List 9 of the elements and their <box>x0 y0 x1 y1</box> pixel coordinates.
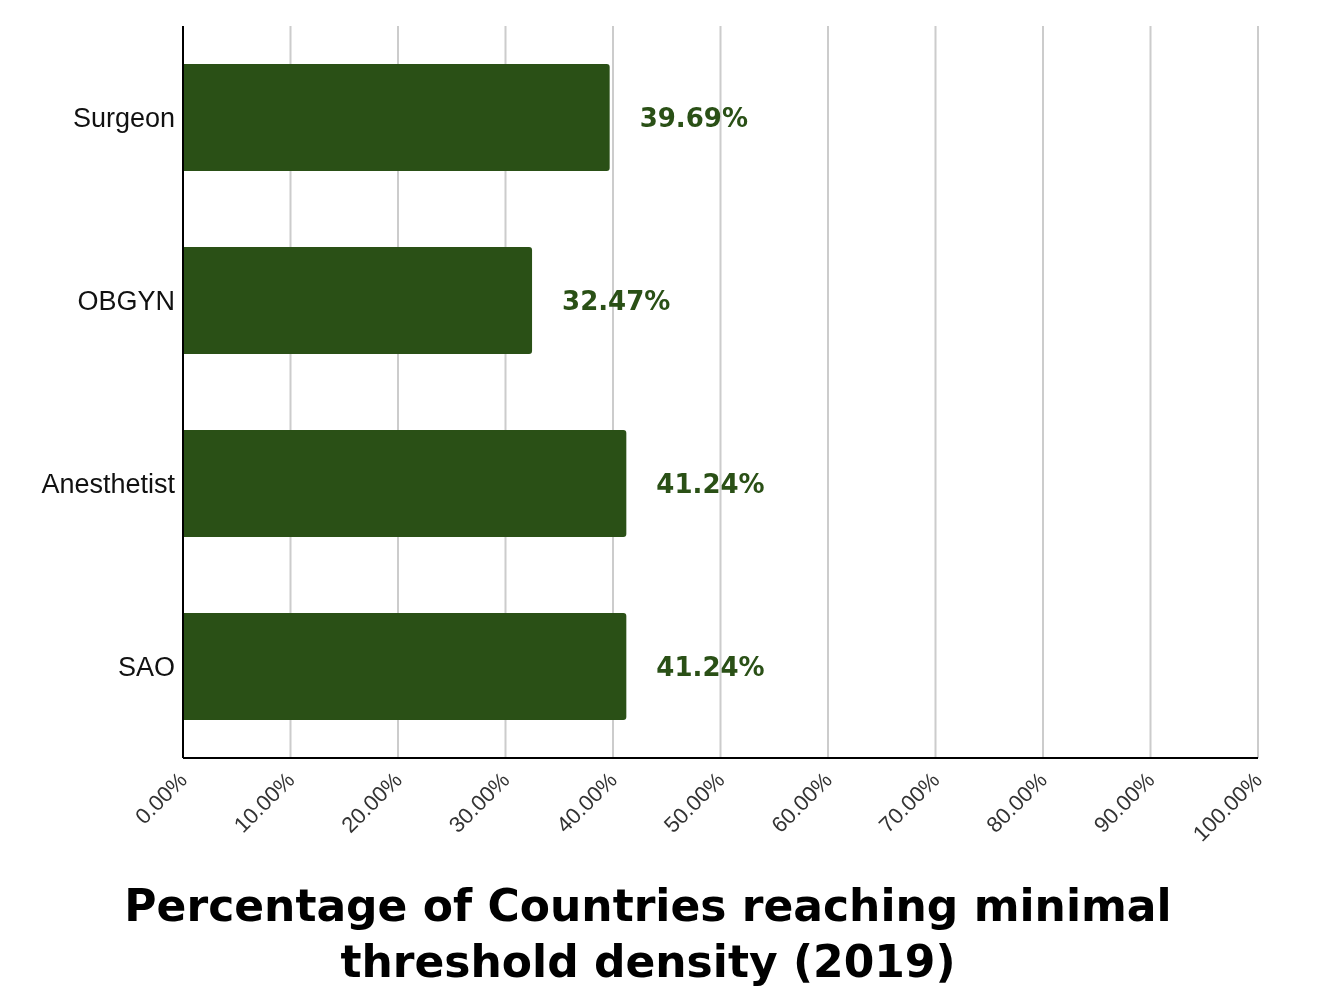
y-tick-label: Anesthetist <box>41 469 176 500</box>
y-tick-label: OBGYN <box>77 286 175 317</box>
y-tick-label: SAO <box>117 652 175 683</box>
data-label: 41.24% <box>656 468 765 499</box>
data-label: 32.47% <box>562 285 671 316</box>
text: Percentage of Countries reaching minimal threshold density (2019) <box>123 879 1173 989</box>
y-tick-label: Surgeon <box>72 103 175 134</box>
data-label: 39.69% <box>639 102 748 133</box>
data-label: 41.24% <box>656 651 765 682</box>
